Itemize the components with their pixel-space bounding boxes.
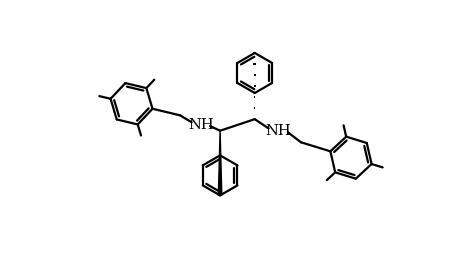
Text: NH: NH xyxy=(188,118,214,132)
Polygon shape xyxy=(218,131,222,195)
Text: NH: NH xyxy=(265,124,291,138)
